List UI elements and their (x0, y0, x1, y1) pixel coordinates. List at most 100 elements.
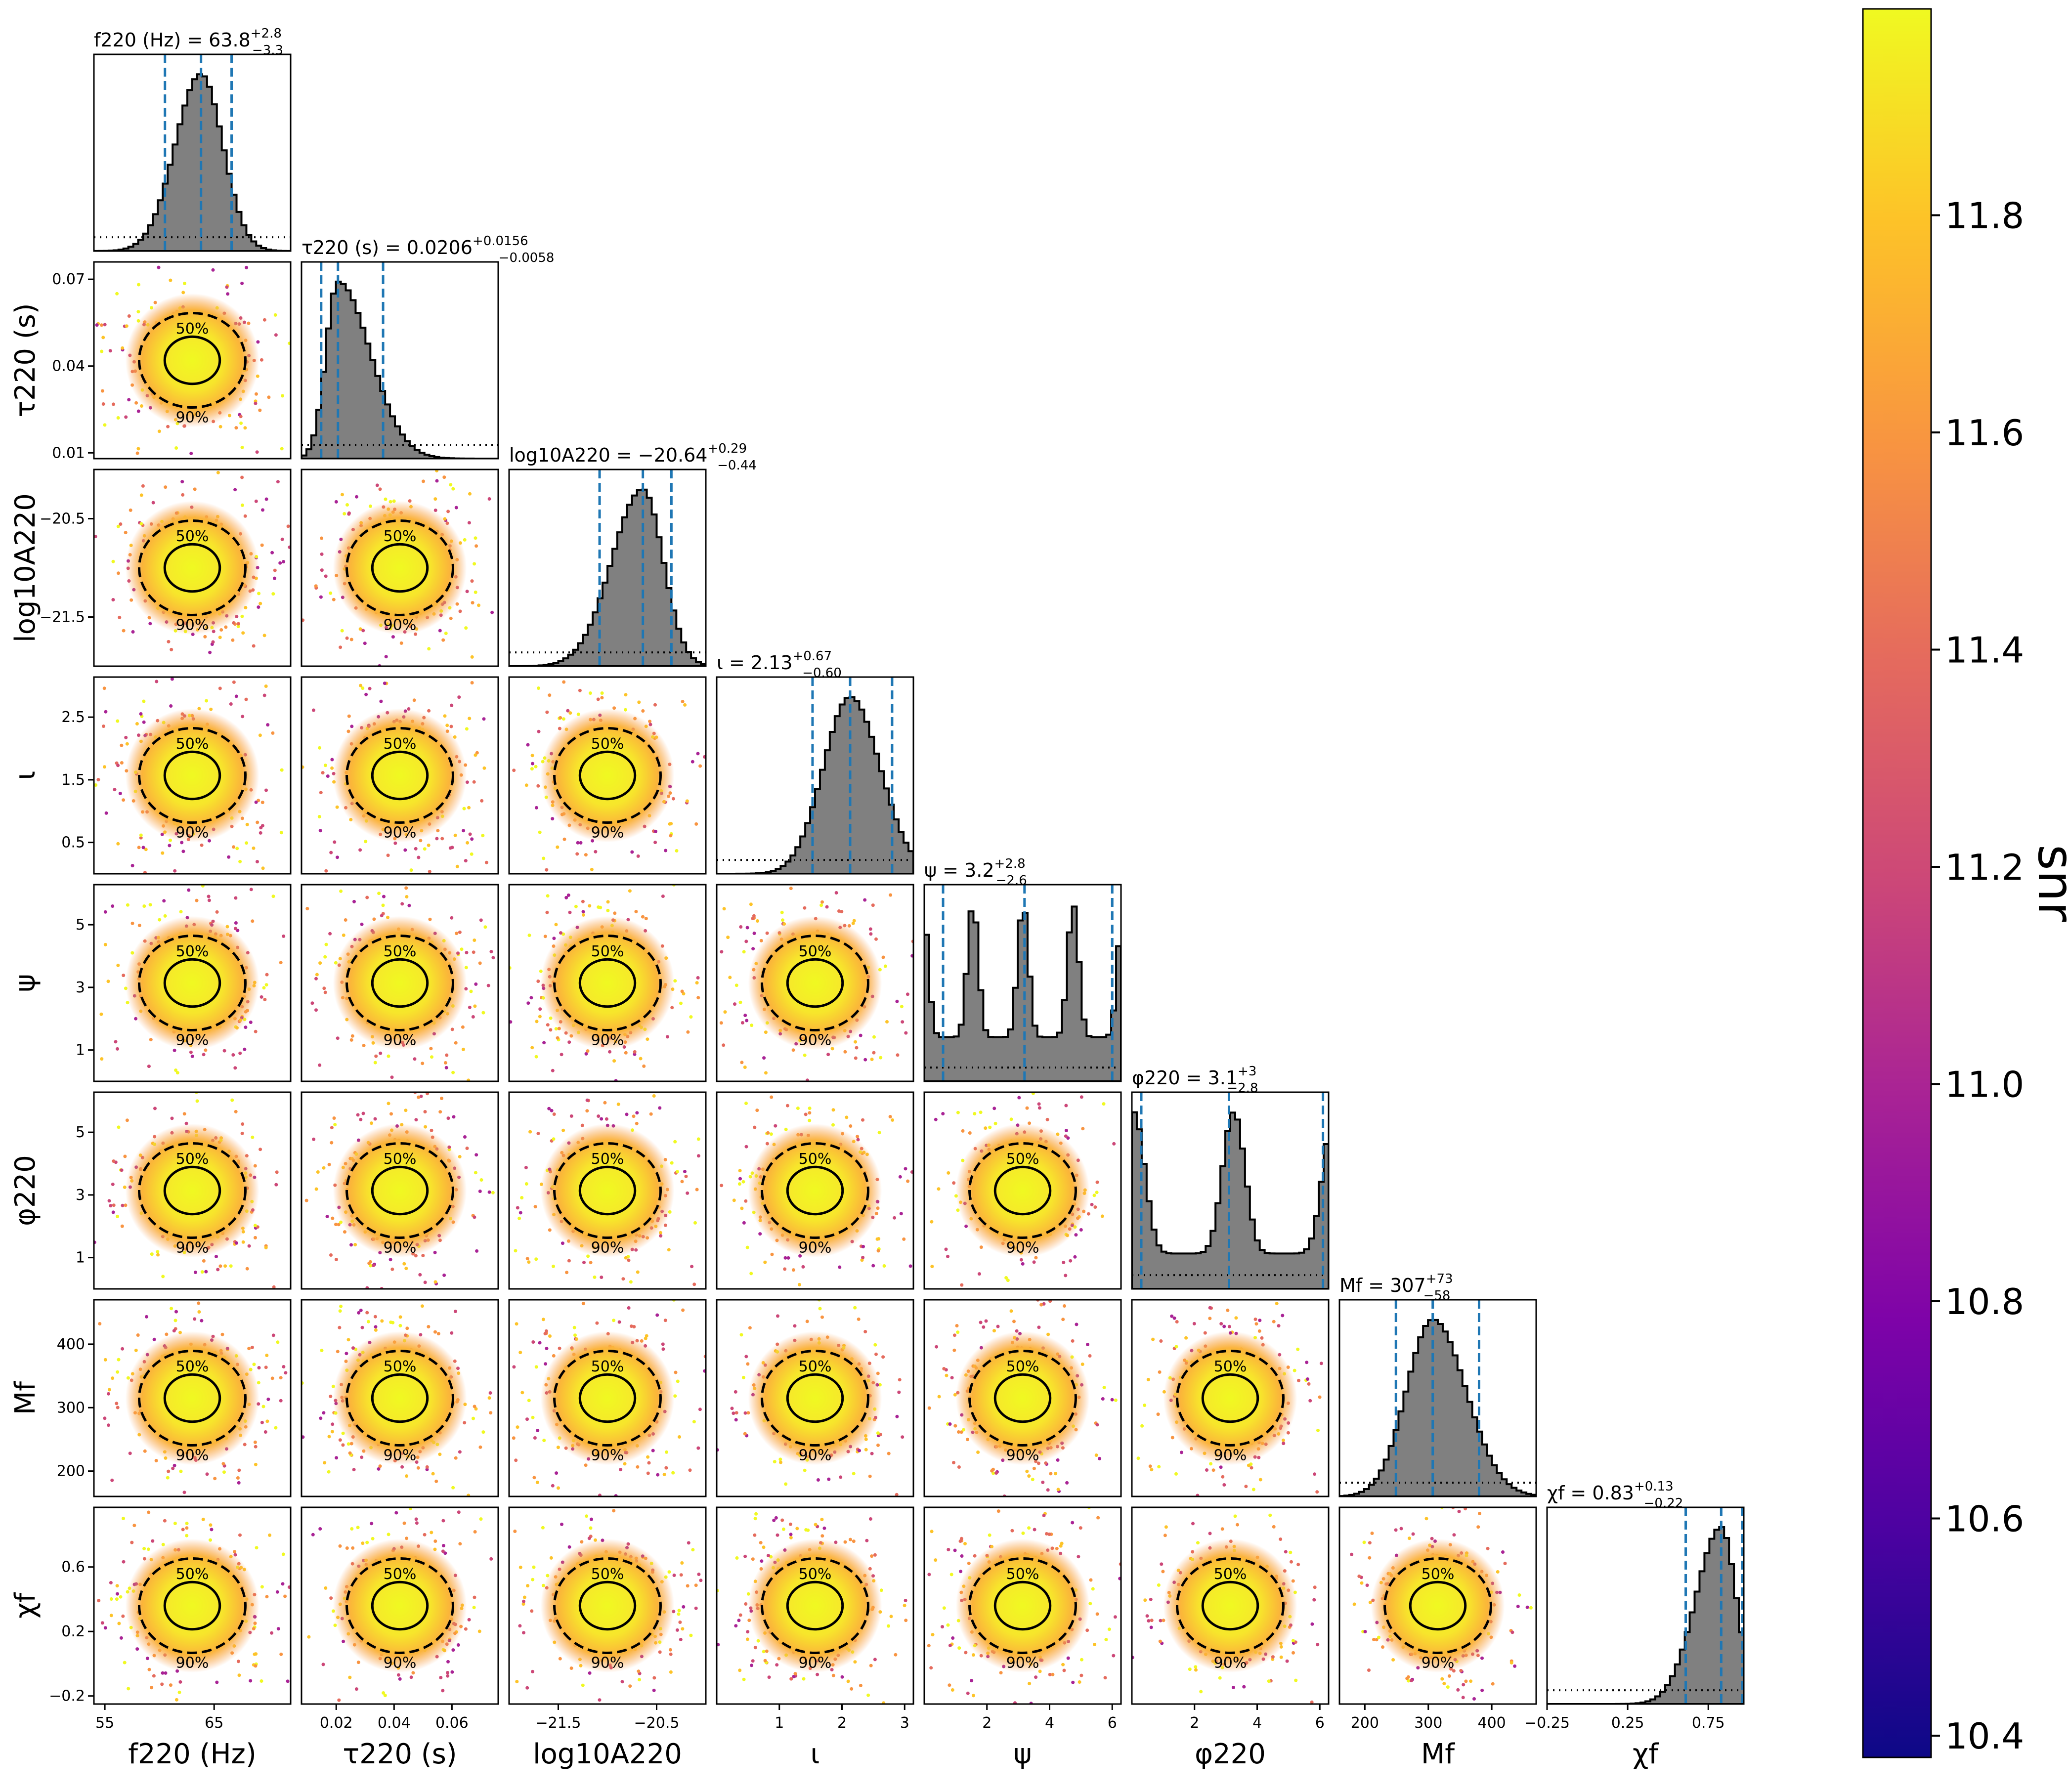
contour-label-50: 50% (591, 943, 624, 960)
sample-point (263, 1430, 267, 1434)
sample-point (267, 395, 271, 399)
sample-point (102, 725, 105, 728)
sample-point (264, 684, 268, 688)
sample-point (566, 709, 570, 713)
sample-point (96, 778, 100, 782)
sample-point (122, 629, 126, 633)
sample-point (139, 836, 143, 840)
sample-point (906, 1179, 910, 1183)
y-tick-label: −21.5 (40, 609, 85, 626)
sample-point (232, 680, 236, 684)
sample-point (744, 1355, 748, 1359)
sample-point (218, 636, 222, 640)
sample-point (167, 1469, 171, 1473)
sample-point (387, 1102, 390, 1106)
sample-point (170, 1307, 173, 1311)
sample-point (566, 893, 570, 897)
sample-point (131, 630, 135, 634)
sample-point (524, 1166, 528, 1169)
density-core (125, 293, 259, 427)
sample-point (348, 1451, 352, 1455)
sample-point (389, 1112, 393, 1116)
contour-label-90: 90% (384, 1239, 417, 1257)
scatter-panel-Mf-vs-iota: 50%90% (716, 1299, 914, 1497)
sample-point (524, 1182, 528, 1186)
sample-point (360, 922, 364, 926)
sample-point (831, 1123, 835, 1127)
contour-90 (553, 1349, 662, 1447)
sample-point (422, 479, 425, 483)
sample-point (100, 349, 104, 353)
sample-point (752, 914, 756, 918)
sample-point (520, 1391, 524, 1395)
sample-point (204, 1048, 208, 1052)
sample-point (322, 1411, 326, 1415)
sample-point (282, 1365, 286, 1368)
sample-point (692, 1420, 696, 1424)
sample-point (115, 292, 119, 296)
sample-point (438, 629, 442, 633)
sample-point (491, 956, 495, 960)
sample-point (359, 1308, 363, 1312)
contour-90 (345, 934, 454, 1032)
sample-point (627, 1258, 631, 1262)
sample-point (237, 1481, 241, 1485)
sample-point (318, 1063, 322, 1067)
sample-point (679, 1001, 683, 1005)
sample-point (693, 1221, 697, 1225)
sample-point (746, 1411, 750, 1415)
sample-point (323, 990, 327, 994)
sample-point (661, 1342, 665, 1346)
contour-90 (138, 311, 247, 409)
sample-point (663, 1319, 667, 1323)
sample-point (167, 640, 171, 643)
sample-point (365, 896, 369, 899)
sample-point (156, 1250, 160, 1254)
sample-point (281, 394, 285, 398)
sample-point (321, 771, 325, 775)
sample-point (181, 291, 185, 295)
sample-point (673, 1140, 677, 1144)
sample-point (531, 1340, 535, 1344)
sample-point (172, 1329, 176, 1333)
sample-point (789, 887, 793, 891)
contour-50 (371, 543, 429, 593)
sample-point (683, 1170, 687, 1173)
sample-point (207, 895, 211, 898)
sample-point (740, 1206, 744, 1210)
sample-point (240, 475, 244, 479)
sample-point (726, 936, 730, 939)
sample-point (324, 869, 328, 873)
sample-point (681, 1308, 685, 1312)
sample-point (103, 323, 107, 327)
sample-point (1004, 1276, 1008, 1280)
sample-point (257, 605, 260, 609)
sample-point (741, 1375, 745, 1379)
sample-point (230, 1098, 234, 1102)
sample-point (334, 1223, 338, 1226)
sample-point (857, 1317, 861, 1321)
sample-point (116, 764, 120, 768)
sample-point (124, 1203, 128, 1207)
sample-point (103, 942, 107, 946)
sample-point (723, 1010, 727, 1014)
sample-point (560, 1053, 563, 1057)
sample-point (1086, 1212, 1090, 1216)
sample-point (702, 755, 706, 759)
sample-point (474, 982, 478, 986)
sample-point (449, 483, 453, 487)
sample-point (100, 1057, 104, 1061)
sample-point (646, 1455, 650, 1459)
sample-point (769, 1132, 773, 1136)
sample-point (479, 1178, 483, 1182)
sample-point (262, 634, 266, 638)
sample-point (329, 1395, 333, 1398)
sample-point (734, 983, 738, 987)
sample-point (304, 1198, 308, 1202)
sample-point (581, 910, 585, 914)
sample-point (473, 1215, 476, 1219)
sample-point (243, 426, 247, 430)
sample-point (478, 1445, 482, 1449)
histogram-bars (924, 905, 1121, 1081)
sample-point (200, 1270, 204, 1274)
